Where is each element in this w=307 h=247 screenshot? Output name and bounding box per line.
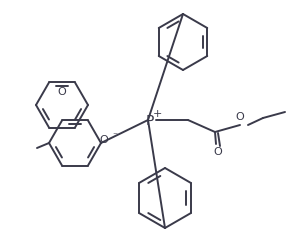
Text: O: O	[100, 135, 108, 145]
Text: P: P	[146, 114, 154, 128]
Text: O: O	[214, 147, 222, 157]
Text: O: O	[236, 112, 244, 122]
Text: ⁻: ⁻	[112, 131, 117, 141]
Text: O: O	[58, 87, 66, 97]
Text: +: +	[152, 109, 162, 119]
